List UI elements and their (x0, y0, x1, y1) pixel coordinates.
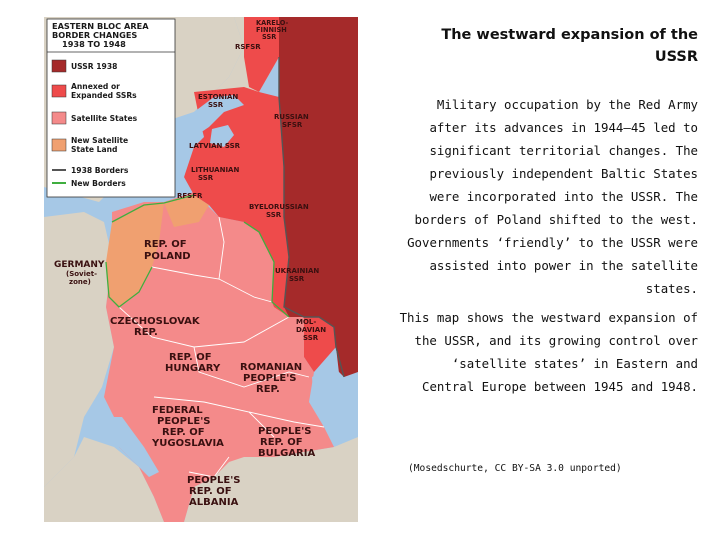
label-poland-1: REP. OF (144, 239, 187, 250)
karelo-annexed (244, 17, 279, 92)
label-moldavian-2: DAVIAN (296, 326, 326, 334)
label-hungary-1: REP. OF (169, 352, 212, 363)
borders-1938 (278, 57, 345, 378)
label-bulgaria-3: BULGARIA (258, 448, 315, 459)
label-yugoslavia-3: REP. OF (162, 427, 205, 438)
legend-label-ussr: USSR 1938 (71, 62, 117, 71)
label-moldavian-3: SSR (303, 334, 319, 342)
label-bulgaria-1: PEOPLE'S (258, 426, 311, 437)
image-credit: (Mosedschurte, CC BY-SA 3.0 unported) (408, 463, 622, 474)
label-germany-3: zone) (69, 278, 91, 286)
label-albania-2: REP. OF (189, 486, 232, 497)
label-estonian-2: SSR (208, 101, 224, 109)
western-europe-land (44, 212, 114, 487)
gulf-of-riga (210, 125, 234, 147)
border-albania (188, 456, 230, 478)
slide-title: The westward expansion of the USSR (398, 24, 698, 68)
label-rfsfr-bottom: RFSFR (177, 192, 203, 200)
paragraph-occupation: Military occupation by the Red Army afte… (407, 97, 698, 296)
label-germany-1: GERMANY (54, 260, 105, 270)
label-russian-2: SFSR (282, 121, 303, 129)
annexed-baltic-byelorussia (184, 87, 289, 317)
label-karelo-3: SSR (262, 33, 276, 41)
legend-swatch-satellite (51, 111, 67, 125)
greece-turkey-land (184, 437, 358, 522)
slide-title-line-1: The westward expansion of the (441, 27, 698, 43)
label-germany-2: (Soviet- (66, 270, 97, 278)
border-hungary-romania (193, 346, 310, 388)
label-romanian-2: PEOPLE'S (243, 373, 296, 384)
label-yugoslavia-1: FEDERAL (152, 405, 203, 416)
black-sea (312, 367, 358, 442)
legend-label-new-satellite-1: New Satellite (71, 136, 128, 145)
label-ukrainian-2: SSR (289, 275, 305, 283)
legend-label-new-borders: New Borders (71, 179, 126, 188)
ussr-1938 (279, 17, 358, 437)
label-byelorussian-1: BYELORUSSIAN (249, 203, 309, 211)
legend-label-annexed-2: Expanded SSRs (71, 91, 137, 100)
legend-title-1: EASTERN BLOC AREA (52, 21, 149, 31)
legend-label-annexed-1: Annexed or (71, 82, 120, 91)
slide-title-line-2: USSR (654, 49, 698, 65)
adriatic-sea (106, 417, 159, 477)
southern-europe-land (44, 437, 164, 522)
label-czechoslovak-2: REP. (134, 327, 158, 338)
label-albania-3: ALBANIA (189, 497, 239, 508)
label-poland-2: POLAND (144, 251, 191, 262)
label-moldavian-1: MOL- (296, 318, 316, 326)
label-latvian: LATVIAN SSR (189, 142, 241, 150)
label-yugoslavia-4: YUGOSLAVIA (151, 438, 224, 449)
border-yugoslavia (153, 396, 275, 438)
label-albania-1: PEOPLE'S (187, 475, 240, 486)
legend-swatch-annexed (51, 84, 67, 98)
label-russian-1: RUSSIAN (274, 113, 309, 121)
country-borders (118, 216, 325, 478)
map-labels: KARELO- FINNISH SSR RSFSR ESTONIAN SSR R… (54, 19, 326, 508)
label-lithuanian-2: SSR (198, 174, 214, 182)
label-estonian-1: ESTONIAN (198, 93, 238, 101)
text-column: The westward expansion of the USSR Milit… (398, 24, 698, 398)
legend-label-satellite: Satellite States (71, 114, 138, 123)
satellite-states-area (104, 192, 334, 522)
legend-label-new-satellite-2: State Land (71, 145, 117, 154)
label-czechoslovak-1: CZECHOSLOVAK (110, 316, 201, 327)
legend-swatch-new-satellite (51, 138, 67, 152)
label-rsfsr-top: RSFSR (235, 43, 261, 51)
legend-title-2: BORDER CHANGES (52, 30, 137, 40)
label-lithuanian-1: LITHUANIAN (191, 166, 239, 174)
label-karelo-1: KARELO- (256, 19, 288, 27)
borders-new (105, 194, 290, 318)
paragraph-map-description: This map shows the westward expansion of… (399, 310, 698, 394)
label-yugoslavia-2: PEOPLE'S (157, 416, 210, 427)
annexed-moldavia (284, 307, 336, 372)
legend-title-3: 1938 TO 1948 (62, 39, 126, 49)
map-svg: EASTERN BLOC AREA BORDER CHANGES 1938 TO… (44, 17, 358, 522)
label-romanian-1: ROMANIAN (240, 362, 302, 373)
label-byelorussian-2: SSR (266, 211, 282, 219)
legend-swatch-ussr (51, 59, 67, 73)
label-karelo-2: FINNISH (256, 26, 287, 34)
border-poland-east (218, 216, 225, 280)
label-romanian-3: REP. (256, 384, 280, 395)
label-bulgaria-2: REP. OF (260, 437, 303, 448)
label-ukrainian-1: UKRAINIAN (275, 267, 319, 275)
new-satellite-land-north (164, 195, 209, 227)
map-legend: EASTERN BLOC AREA BORDER CHANGES 1938 TO… (46, 18, 176, 198)
new-satellite-land-west (106, 203, 164, 307)
legend-label-1938-borders: 1938 Borders (71, 166, 129, 175)
legend-box (46, 18, 176, 198)
label-hungary-2: HUNGARY (165, 363, 221, 374)
border-romania-bulgaria (248, 411, 325, 428)
eastern-bloc-map: EASTERN BLOC AREA BORDER CHANGES 1938 TO… (44, 17, 358, 522)
